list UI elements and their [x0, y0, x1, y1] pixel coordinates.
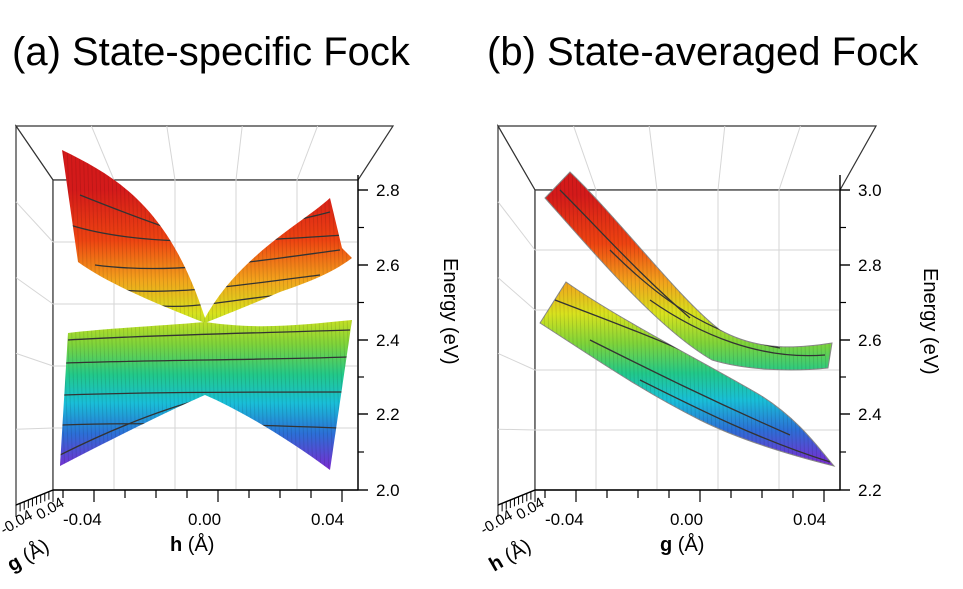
mesh-line: [82, 320, 90, 470]
panel-a-z-tick: 2.8: [376, 181, 400, 200]
panel-b-left-wall: [497, 123, 536, 506]
mesh-line: [314, 320, 322, 470]
mesh-line: [306, 320, 314, 470]
panel-a-lower-surface: [60, 320, 352, 470]
y-axis-line: [15, 489, 54, 506]
y-axis-line: [497, 489, 536, 506]
panel-a-left-wall: [15, 124, 54, 506]
panel-b-x-axis-label: g (Å): [660, 533, 704, 556]
panel-b-x-tick: 0.00: [670, 510, 703, 529]
grid-line: [166, 125, 176, 181]
mesh-line: [359, 315, 365, 475]
mesh-line: [86, 320, 94, 470]
panel-b-z-tick: 3.0: [858, 181, 882, 200]
panel-b-z-tick: 2.2: [858, 481, 882, 500]
grid-line: [15, 201, 54, 243]
mesh-line: [310, 320, 318, 470]
panel-a-chart: 2.8 2.6 2.4 2.2 2.0 Energy (eV) -0.04 0.…: [0, 124, 461, 576]
panel-a-x-axis-label: h (Å): [170, 533, 214, 556]
grid-line: [15, 427, 54, 430]
contour-line: [63, 391, 344, 396]
grid-line: [90, 125, 115, 181]
grid-line: [778, 125, 801, 191]
panel-b-x-tick: 0.04: [793, 510, 826, 529]
contour-line: [67, 329, 351, 341]
grid-line: [497, 277, 536, 311]
panel-a-y-axis-label: g (Å): [3, 534, 53, 576]
mesh-line: [326, 320, 334, 470]
panel-b-z-tick: 2.6: [858, 331, 882, 350]
panel-a-x-tick: 0.00: [188, 510, 221, 529]
contour-line: [639, 379, 831, 463]
panel-b-upper-surface: [544, 171, 833, 371]
grid-line: [648, 125, 658, 191]
grid-line: [573, 125, 597, 191]
grid-line: [296, 125, 319, 181]
grid-line: [497, 201, 536, 251]
panel-a-y-tick: -0.04: [0, 507, 36, 539]
panel-b-z-tick: 2.4: [858, 405, 882, 424]
mesh-line: [298, 320, 306, 470]
panel-b-z-axis-label: Energy (eV): [919, 268, 941, 375]
panel-a-z-tick: 2.4: [376, 331, 400, 350]
panel-b-lower-surface: [539, 281, 836, 467]
panel-a-z-axis-label: Energy (eV): [439, 258, 461, 365]
grid-line: [497, 428, 536, 431]
panel-b-title: (b) State-averaged Fock: [487, 30, 919, 74]
panel-b-x-tick: -0.04: [545, 510, 584, 529]
panel-a-x-tick: 0.04: [311, 510, 344, 529]
grid-line: [235, 125, 243, 181]
grid-line: [15, 277, 54, 305]
panel-a-title: (a) State-specific Fock: [12, 30, 410, 74]
panel-a-z-tick: 2.2: [376, 405, 400, 424]
panel-a-z-tick: 2.6: [376, 256, 400, 275]
contour-line: [65, 356, 349, 364]
panel-a-x-tick: -0.04: [63, 510, 102, 529]
panel-b-y-axis-label: h (Å): [485, 534, 535, 576]
contour-line: [589, 339, 791, 436]
grid-line: [15, 352, 54, 367]
mesh-line: [318, 320, 326, 470]
mesh-line: [302, 320, 310, 470]
panel-b-chart: 3.0 2.8 2.6 2.4 2.2 Energy (eV) -0.04 0.…: [478, 123, 941, 576]
panel-b-z-tick: 2.8: [858, 256, 882, 275]
panel-b-ceiling: [496, 125, 878, 191]
grid-line: [497, 352, 536, 371]
panel-b-y-tick: -0.04: [478, 507, 516, 539]
mesh-line: [294, 320, 302, 470]
mesh-line: [322, 320, 330, 470]
panel-a-z-tick: 2.0: [376, 481, 400, 500]
grid-line: [717, 125, 726, 191]
contour-line: [649, 299, 826, 357]
